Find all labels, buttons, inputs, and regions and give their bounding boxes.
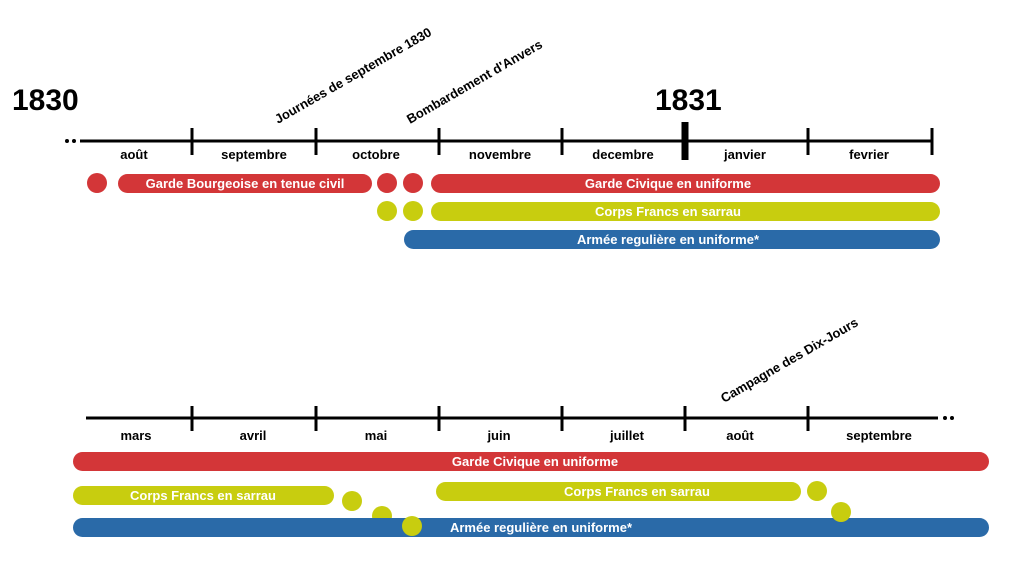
- continuation-dot: [950, 416, 954, 420]
- bar-garde-civique: [73, 452, 989, 471]
- continuation-dot: [943, 416, 947, 420]
- year-1831: 1831: [655, 84, 722, 117]
- year-1830: 1830: [12, 84, 79, 117]
- bar-corps-francs: [431, 202, 940, 221]
- continuation-dot: [65, 139, 69, 143]
- bar-label: Corps Francs en sarrau: [130, 488, 276, 503]
- month-label: septembre: [846, 428, 912, 443]
- red-dot: [403, 173, 423, 193]
- month-label: octobre: [352, 147, 400, 162]
- bar-label: Armée regulière en uniforme*: [450, 520, 633, 535]
- bar-label: Garde Civique en uniforme: [452, 454, 618, 469]
- month-label: fevrier: [849, 147, 889, 162]
- event-campagne: Campagne des Dix-Jours: [718, 315, 861, 406]
- yellow-dot: [342, 491, 362, 511]
- month-label: septembre: [221, 147, 287, 162]
- bar-corps-francs-a: [73, 486, 334, 505]
- continuation-dot: [72, 139, 76, 143]
- red-dot: [377, 173, 397, 193]
- month-label: août: [726, 428, 754, 443]
- month-label: avril: [240, 428, 267, 443]
- yellow-dot: [807, 481, 827, 501]
- month-label: août: [120, 147, 148, 162]
- bar-armee: [73, 518, 989, 537]
- bar-corps-francs-b: [436, 482, 801, 501]
- bar-label: Garde Civique en uniforme: [585, 176, 751, 191]
- event-bombardement: Bombardement d'Anvers: [404, 37, 545, 127]
- month-label: mai: [365, 428, 387, 443]
- bar-garde-civique: [431, 174, 940, 193]
- month-label: juillet: [609, 428, 645, 443]
- bar-armee: [404, 230, 940, 249]
- red-dot: [87, 173, 107, 193]
- month-label: decembre: [592, 147, 653, 162]
- month-label: novembre: [469, 147, 531, 162]
- month-label: mars: [120, 428, 151, 443]
- bar-label: Armée regulière en uniforme*: [577, 232, 760, 247]
- month-label: juin: [486, 428, 510, 443]
- bar-garde-bourgeoise: [118, 174, 372, 193]
- bar-label: Garde Bourgeoise en tenue civil: [146, 176, 345, 191]
- yellow-dot: [831, 502, 851, 522]
- yellow-dot: [377, 201, 397, 221]
- bar-label: Corps Francs en sarrau: [595, 204, 741, 219]
- month-label: janvier: [723, 147, 766, 162]
- yellow-dot: [402, 516, 422, 536]
- yellow-dot: [403, 201, 423, 221]
- bar-label: Corps Francs en sarrau: [564, 484, 710, 499]
